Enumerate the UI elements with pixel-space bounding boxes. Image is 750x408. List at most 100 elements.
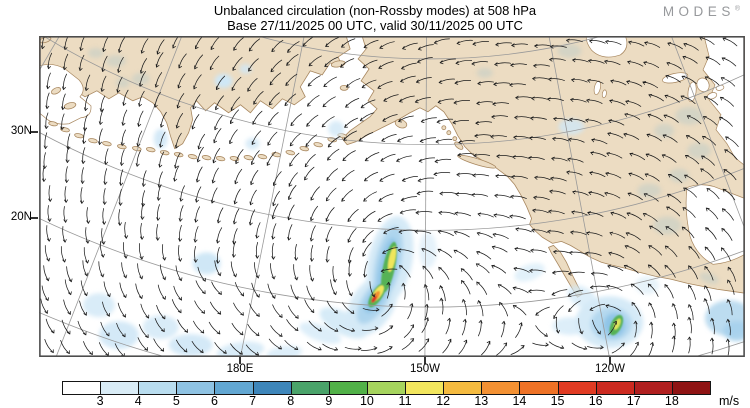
wind-arrow: [103, 168, 108, 185]
wind-arrow: [345, 98, 360, 108]
wind-arrow: [491, 245, 508, 253]
island-aleutian: [159, 150, 170, 156]
wind-arrow: [535, 306, 550, 316]
wind-arrow: [294, 243, 299, 261]
wind-arrow: [379, 173, 395, 182]
wind-arrow: [234, 168, 243, 185]
wind-arrow: [137, 337, 148, 351]
wind-arrow: [79, 300, 88, 316]
wind-arrow: [215, 75, 226, 91]
wind-arrow: [589, 39, 606, 44]
wind-arrow: [531, 96, 548, 101]
wind-arrow: [478, 319, 483, 337]
wind-arrow: [82, 260, 89, 277]
wind-arrow: [251, 282, 260, 298]
wind-arrow: [345, 78, 361, 88]
wind-arrow: [513, 267, 530, 273]
wind-arrow: [590, 151, 607, 158]
wind-arrow: [628, 172, 644, 181]
wind-arrow: [397, 248, 415, 254]
wind-arrow: [611, 342, 625, 354]
meridian-gridline: [548, 36, 610, 357]
latitude-gridline: [39, 217, 745, 308]
wind-arrow: [396, 155, 412, 163]
island-aleutian: [285, 150, 296, 156]
wind-arrow: [321, 116, 335, 128]
wind-arrow: [686, 115, 702, 125]
wind-arrow: [156, 39, 165, 55]
wind-arrow: [605, 40, 622, 45]
wind-arrow: [174, 152, 181, 169]
wind-arrow: [628, 40, 645, 47]
wind-arrow: [514, 115, 531, 120]
wind-arrow: [308, 320, 322, 332]
wind-arrow: [589, 171, 606, 178]
wind-arrow: [587, 78, 604, 84]
wind-arrow: [100, 241, 105, 258]
wind-arrow: [705, 207, 719, 220]
wind-arrow: [724, 149, 738, 160]
wind-arrow: [178, 244, 183, 262]
wind-arrow: [702, 135, 716, 146]
wind-arrow: [324, 56, 339, 67]
wind-arrow: [687, 304, 694, 321]
latitude-tick: [31, 131, 38, 133]
wind-arrow: [306, 341, 322, 351]
shading-blob: [142, 315, 179, 340]
shading-blob: [669, 168, 690, 183]
wind-arrow: [341, 302, 355, 315]
colorbar-tick-label: 17: [626, 394, 641, 408]
wind-arrow: [649, 321, 654, 339]
wind-arrow: [289, 152, 300, 167]
colorbar-cell: [252, 381, 292, 395]
wind-arrow: [178, 225, 183, 242]
wind-arrow: [245, 344, 259, 356]
atlantic-ocean-cutout: [702, 36, 745, 167]
wind-arrow: [687, 316, 692, 334]
wind-arrow: [571, 78, 588, 83]
wind-arrow: [494, 193, 511, 198]
island-aleutian: [187, 154, 198, 160]
wind-arrow: [416, 190, 434, 196]
wind-arrow: [664, 245, 678, 258]
wind-arrow: [719, 116, 733, 127]
wind-arrow: [64, 279, 72, 296]
wind-arrow: [399, 209, 417, 215]
wind-arrow: [340, 58, 355, 68]
wind-arrow: [79, 187, 84, 204]
wind-arrow: [383, 227, 399, 235]
meridian-gridline: [55, 36, 183, 357]
wind-arrow: [272, 171, 282, 186]
wind-arrow: [60, 113, 65, 130]
wind-arrow: [414, 229, 432, 234]
wind-arrow: [193, 245, 198, 263]
hudson-bay: [585, 36, 628, 58]
wind-arrow: [272, 190, 280, 207]
colorbar-cell: [214, 381, 254, 395]
wind-arrow: [83, 247, 90, 264]
colorbar-cell: [366, 381, 407, 395]
wind-arrow: [196, 146, 204, 163]
wind-arrow: [158, 151, 165, 168]
wind-arrow: [721, 208, 734, 221]
latitude-tick: [31, 217, 38, 219]
wind-arrow: [286, 54, 299, 66]
wind-arrow: [191, 340, 204, 354]
wind-arrow: [306, 285, 315, 301]
wind-arrow: [604, 59, 621, 66]
wind-arrow: [433, 171, 451, 177]
wind-arrow: [624, 113, 641, 120]
wind-arrow: [585, 118, 602, 124]
wind-arrow: [553, 249, 570, 254]
wind-arrow: [231, 241, 236, 258]
wind-arrow: [177, 319, 189, 333]
wind-arrow: [284, 340, 299, 350]
colorbar: [62, 381, 712, 395]
wind-arrow: [407, 303, 414, 320]
shading-blob: [653, 216, 682, 235]
wind-arrow: [721, 247, 731, 262]
wind-arrow: [477, 300, 484, 317]
wind-arrow: [681, 226, 695, 239]
colorbar-cell: [100, 381, 140, 395]
wind-arrow: [629, 152, 645, 161]
